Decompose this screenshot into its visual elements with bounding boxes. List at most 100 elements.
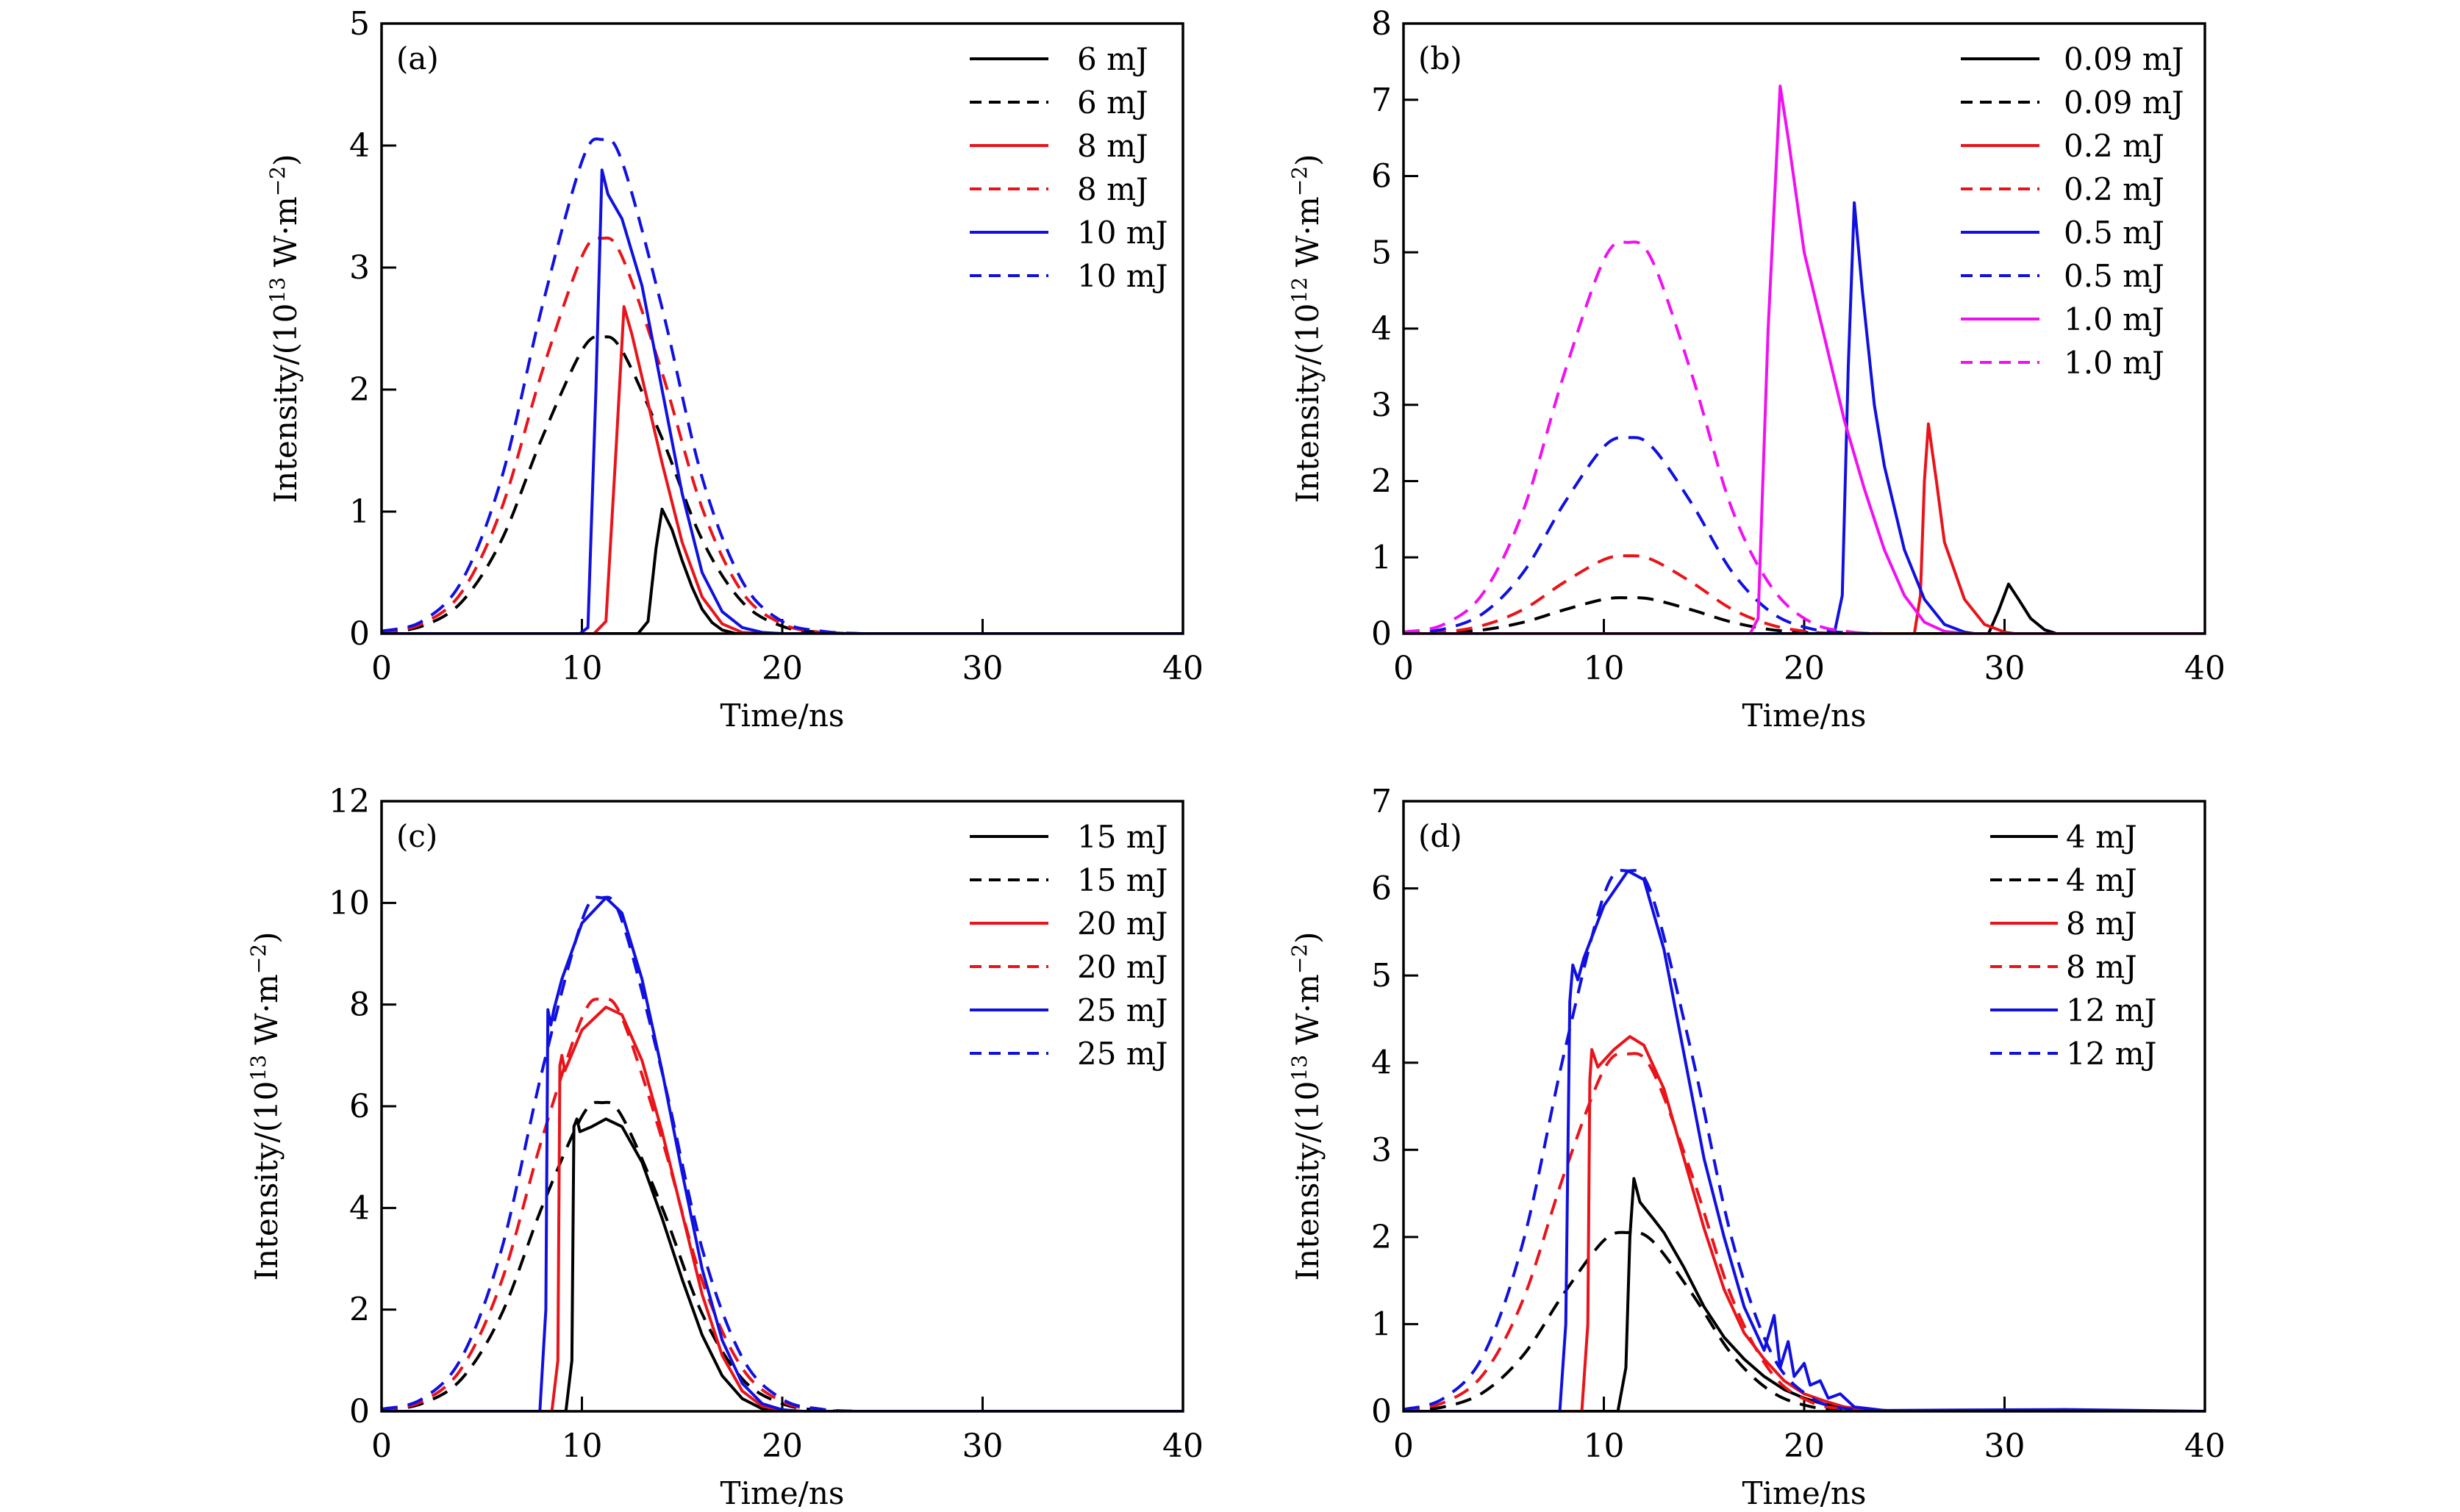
y-axis-label-text: Intensity/(10 <box>1290 304 1326 504</box>
y-axis-label-text: Intensity/(10 <box>268 304 304 504</box>
series-line-12-mJ-solid <box>1404 869 2205 1411</box>
y-axis-label-text: W·m <box>1290 974 1326 1055</box>
x-axis-label: Time/ns <box>1742 698 1867 734</box>
series-line-1.0-mJ-dashed <box>1404 240 1885 634</box>
legend-label: 1.0 mJ <box>2064 345 2164 381</box>
x-tick-label: 10 <box>1584 1427 1625 1465</box>
legend: 0.09 mJ 0.09 mJ 0.2 mJ 0.2 mJ 0.5 mJ 0.5 mJ 1.… <box>1961 41 2184 381</box>
y-tick-label: 0 <box>349 1393 370 1430</box>
series-line-8-mJ-solid <box>1404 1035 2205 1411</box>
chart-panel-a: 0 10 20 30 40 0 1 2 3 4 5 (a) 6 mJ 6 mJ 8 mJ 8 mJ 10 mJ 1… <box>265 5 1204 734</box>
y-axis-label-text: ) <box>1290 931 1326 943</box>
x-tick-label: 40 <box>2184 650 2225 687</box>
y-tick-label: 2 <box>1371 463 1392 501</box>
legend-label: 0.2 mJ <box>2064 128 2164 164</box>
legend-label: 1.0 mJ <box>2064 301 2164 337</box>
y-axis-label-exponent: −2 <box>246 944 271 974</box>
x-tick-label: 10 <box>562 650 603 687</box>
y-tick-label: 4 <box>349 1189 370 1227</box>
panel-label: (a) <box>396 40 439 76</box>
y-axis-label: Intensity/(1013 W·m−2) <box>1287 931 1326 1280</box>
plot-frame <box>380 800 1184 1413</box>
y-axis-label-exponent: 12 <box>1287 277 1312 304</box>
legend-label: 8 mJ <box>1077 128 1148 164</box>
y-tick-label: 4 <box>1371 310 1392 348</box>
y-tick-label: 8 <box>1371 5 1392 43</box>
series-line-0.2-mJ-solid <box>1404 422 2205 634</box>
x-tick-label: 30 <box>1984 650 2025 687</box>
series-line-6-mJ-dashed <box>382 335 863 634</box>
panel-label: (c) <box>396 818 437 854</box>
y-axis-label-exponent: 13 <box>246 1055 271 1081</box>
legend-label: 8 mJ <box>2066 949 2137 985</box>
legend-label: 25 mJ <box>1077 1036 1168 1072</box>
series-line-15-mJ-solid <box>382 1117 1183 1411</box>
y-tick-label: 0 <box>349 615 370 653</box>
series-line-12-mJ-dashed <box>1404 869 1885 1411</box>
x-tick-label: 10 <box>1584 650 1625 687</box>
legend-label: 20 mJ <box>1077 949 1168 985</box>
y-axis-label-exponent: 13 <box>1287 1055 1312 1081</box>
series-line-0.5-mJ-solid <box>1404 201 2205 634</box>
legend-label: 0.5 mJ <box>2064 215 2164 251</box>
legend-label: 4 mJ <box>2066 862 2137 898</box>
y-tick-label: 5 <box>1371 957 1392 995</box>
plot-frame <box>380 22 1184 635</box>
series-line-8-mJ-solid <box>382 305 1183 634</box>
y-tick-label: 3 <box>349 249 370 287</box>
y-tick-label: 10 <box>329 884 370 922</box>
legend-label: 0.09 mJ <box>2064 85 2184 121</box>
x-tick-label: 30 <box>1984 1427 2025 1465</box>
y-tick-label: 6 <box>349 1088 370 1125</box>
x-tick-label: 0 <box>371 1427 392 1465</box>
y-tick-label: 0 <box>1371 615 1392 653</box>
y-axis-label-text: W·m <box>268 196 304 277</box>
y-tick-label: 6 <box>1371 158 1392 196</box>
y-tick-label: 1 <box>349 493 370 531</box>
series-line-25-mJ-dashed <box>382 895 863 1411</box>
x-tick-label: 10 <box>562 1427 603 1465</box>
y-tick-label: 6 <box>1371 870 1392 908</box>
series-line-20-mJ-dashed <box>382 997 863 1411</box>
legend-label: 25 mJ <box>1077 992 1168 1028</box>
x-tick-label: 20 <box>1784 1427 1825 1465</box>
y-axis-label-exponent: −2 <box>265 166 290 196</box>
series-line-4-mJ-dashed <box>1404 1230 1885 1411</box>
series-line-0.2-mJ-dashed <box>1404 554 1884 634</box>
plot-frame <box>1402 800 2206 1413</box>
legend: 6 mJ 6 mJ 8 mJ 8 mJ 10 mJ 10 mJ <box>970 41 1168 294</box>
y-axis-label-exponent: −2 <box>1287 944 1312 974</box>
series-line-0.09-mJ-dashed <box>1404 596 1884 634</box>
legend-label: 4 mJ <box>2066 819 2137 855</box>
y-axis-label-text: ) <box>268 154 304 165</box>
legend-label: 8 mJ <box>1077 171 1148 207</box>
y-tick-label: 3 <box>1371 1131 1392 1169</box>
panel-label: (b) <box>1418 40 1462 76</box>
x-tick-label: 30 <box>962 650 1004 687</box>
y-tick-label: 2 <box>349 371 370 409</box>
x-tick-label: 20 <box>1784 650 1825 687</box>
legend-label: 15 mJ <box>1077 819 1168 855</box>
y-axis-label-exponent: −2 <box>1287 166 1312 196</box>
y-tick-label: 3 <box>1371 387 1392 424</box>
legend: 4 mJ 4 mJ 8 mJ 8 mJ 12 mJ 12 mJ <box>1990 819 2156 1072</box>
y-axis-label-text: Intensity/(10 <box>1290 1081 1326 1281</box>
y-tick-label: 5 <box>349 5 370 43</box>
y-axis-label-text: ) <box>248 931 285 943</box>
chart-panel-d: 0 10 20 30 40 0 1 2 3 4 5 6 7 (d) 4 mJ 4 mJ 8 mJ 8 mJ 12 m… <box>1287 783 2226 1511</box>
legend-label: 15 mJ <box>1077 862 1168 898</box>
x-axis-label: Time/ns <box>721 1475 845 1511</box>
series-line-20-mJ-solid <box>382 1006 1183 1411</box>
y-tick-label: 12 <box>329 783 370 820</box>
x-tick-label: 0 <box>1393 650 1414 687</box>
legend-label: 10 mJ <box>1077 215 1168 251</box>
y-tick-label: 7 <box>1371 82 1392 119</box>
y-axis-label-text: W·m <box>1290 196 1326 277</box>
y-axis-label: Intensity/(1013 W·m−2) <box>246 931 285 1280</box>
legend-label: 0.2 mJ <box>2064 171 2164 207</box>
y-tick-label: 1 <box>1371 539 1392 576</box>
y-tick-label: 2 <box>349 1291 370 1329</box>
x-tick-label: 40 <box>2184 1427 2225 1465</box>
legend-label: 0.09 mJ <box>2064 41 2184 77</box>
